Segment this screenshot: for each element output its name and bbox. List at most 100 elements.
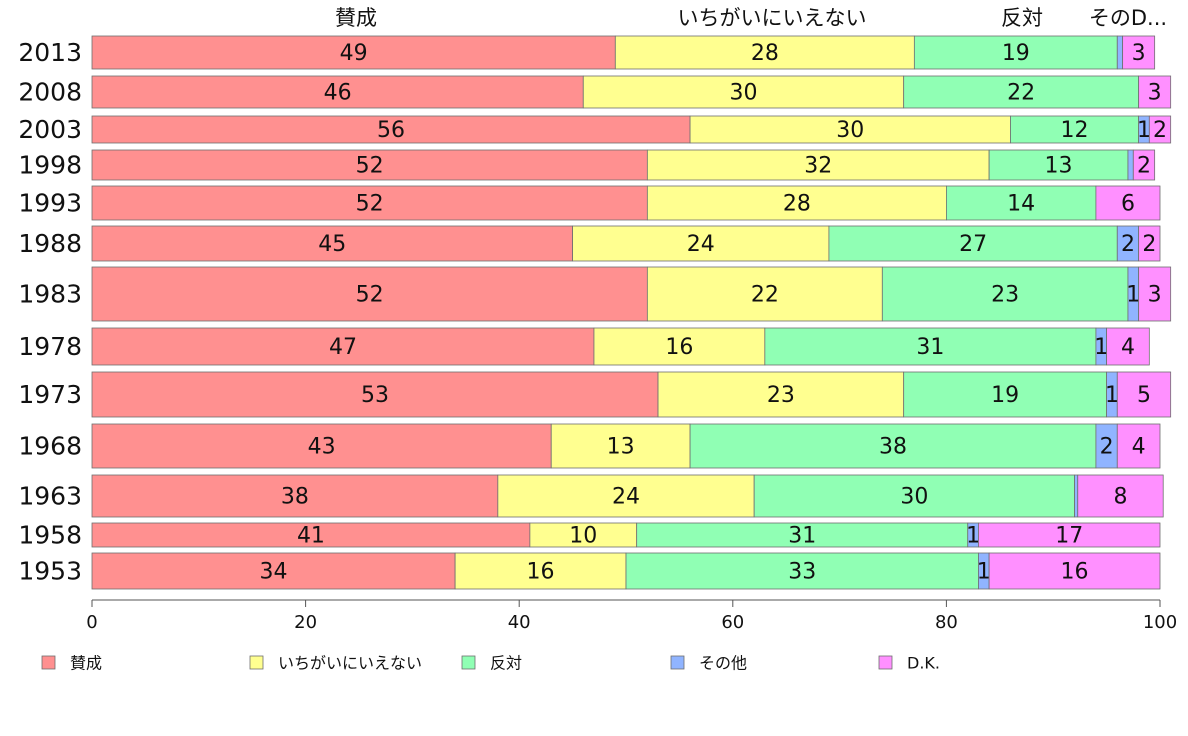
data-label: 2 — [1137, 154, 1151, 179]
bar-segment — [454, 552, 627, 590]
legend-item: 反対 — [461, 654, 522, 673]
data-label: 28 — [783, 192, 811, 217]
bar-segment — [91, 266, 648, 322]
bar-segment — [91, 552, 456, 590]
data-label: 52 — [356, 192, 384, 217]
bar-row-1963: 1963 38 24 30 8 — [18, 474, 1164, 518]
bar-row-1993: 1993 52 28 14 6 — [18, 185, 1161, 221]
bar-segment — [646, 266, 883, 322]
bar-segment — [91, 35, 616, 70]
legend-label: いちがいにいえない — [278, 654, 422, 673]
bar-row-1953: 1953 34 16 33 1 16 — [18, 552, 1161, 590]
data-label: 23 — [991, 283, 1019, 308]
category-label: 1978 — [18, 332, 82, 361]
data-label: 2 — [1153, 118, 1167, 143]
data-label: 12 — [1061, 118, 1089, 143]
bar-segment — [646, 185, 947, 221]
bar-segment — [881, 266, 1129, 322]
bar-segment — [1116, 371, 1172, 418]
bar-segment — [1127, 149, 1134, 181]
category-label: 1963 — [18, 482, 82, 511]
column-header: いちがいにいえない — [678, 6, 867, 30]
bar-segment — [753, 474, 1075, 518]
legend: 賛成 いちがいにいえない 反対 その他 D.K. — [41, 654, 940, 673]
bar-segment — [1095, 185, 1161, 221]
data-label: 13 — [607, 435, 635, 460]
tick-label: 100 — [1143, 612, 1177, 633]
data-label: 49 — [340, 41, 368, 66]
data-label: 16 — [665, 335, 693, 360]
data-label: 24 — [687, 232, 715, 257]
bar-segment — [91, 522, 531, 548]
category-label: 2008 — [18, 78, 82, 107]
data-label: 1 — [1105, 383, 1119, 408]
data-label: 8 — [1113, 485, 1127, 510]
data-label: 1 — [977, 560, 991, 585]
column-header: そのD... — [1089, 6, 1167, 30]
data-label: 13 — [1045, 154, 1073, 179]
category-label: 1958 — [18, 521, 82, 550]
category-label: 1993 — [18, 189, 82, 218]
data-label: 16 — [527, 560, 555, 585]
data-label: 5 — [1137, 383, 1151, 408]
bar-segment — [1122, 35, 1156, 70]
data-label: 19 — [991, 383, 1019, 408]
legend-item: 賛成 — [41, 654, 102, 673]
category-label: 1998 — [18, 151, 82, 180]
bar-segment — [529, 522, 638, 548]
bar-row-1973: 1973 53 23 19 1 5 — [18, 371, 1172, 418]
data-label: 52 — [356, 154, 384, 179]
bar-segment — [903, 75, 1140, 109]
bar-segment — [91, 371, 659, 418]
category-label: 2013 — [18, 38, 82, 67]
data-label: 1 — [1094, 335, 1108, 360]
data-label: 14 — [1007, 192, 1035, 217]
bar-segment — [1138, 266, 1172, 322]
data-label: 22 — [751, 283, 779, 308]
category-label: 2003 — [18, 115, 82, 144]
bar-segment — [828, 225, 1118, 262]
bar-row-2003: 2003 56 30 12 1 2 — [18, 115, 1172, 144]
data-label: 6 — [1121, 192, 1135, 217]
legend-label: D.K. — [907, 654, 940, 673]
data-label: 1 — [1137, 118, 1151, 143]
bar-segment — [988, 149, 1129, 181]
legend-label: 反対 — [490, 654, 522, 673]
column-headers: 賛成 いちがいにいえない 反対 そのD... — [335, 6, 1167, 30]
data-label: 31 — [788, 524, 816, 549]
tick-label: 0 — [86, 612, 97, 633]
bar-segment — [1074, 474, 1079, 518]
data-label: 4 — [1121, 335, 1135, 360]
data-label: 2 — [1142, 232, 1156, 257]
bar-segment — [1148, 115, 1172, 144]
bar-segment — [91, 149, 648, 181]
data-label: 43 — [308, 435, 336, 460]
bar-segment — [1116, 423, 1161, 469]
bar-segment — [689, 115, 1011, 144]
data-label: 41 — [297, 524, 325, 549]
category-label: 1988 — [18, 229, 82, 258]
bar-segment — [657, 371, 905, 418]
bar-segment — [91, 115, 691, 144]
bar-segment — [625, 552, 979, 590]
data-label: 28 — [751, 41, 779, 66]
data-label: 27 — [959, 232, 987, 257]
data-label: 33 — [788, 560, 816, 585]
bar-segment — [614, 35, 915, 70]
bar-segment — [913, 35, 1118, 70]
data-label: 3 — [1148, 283, 1162, 308]
legend-swatch — [249, 655, 264, 670]
data-label: 52 — [356, 283, 384, 308]
data-label: 4 — [1132, 435, 1146, 460]
bar-segment — [946, 185, 1097, 221]
tick-label: 60 — [721, 612, 744, 633]
legend-swatch — [878, 655, 893, 670]
data-label: 22 — [1007, 81, 1035, 106]
legend-item: その他 — [670, 654, 747, 673]
category-label: 1968 — [18, 432, 82, 461]
data-label: 16 — [1061, 560, 1089, 585]
data-label: 53 — [361, 383, 389, 408]
bar-segment — [91, 185, 648, 221]
data-label: 10 — [569, 524, 597, 549]
